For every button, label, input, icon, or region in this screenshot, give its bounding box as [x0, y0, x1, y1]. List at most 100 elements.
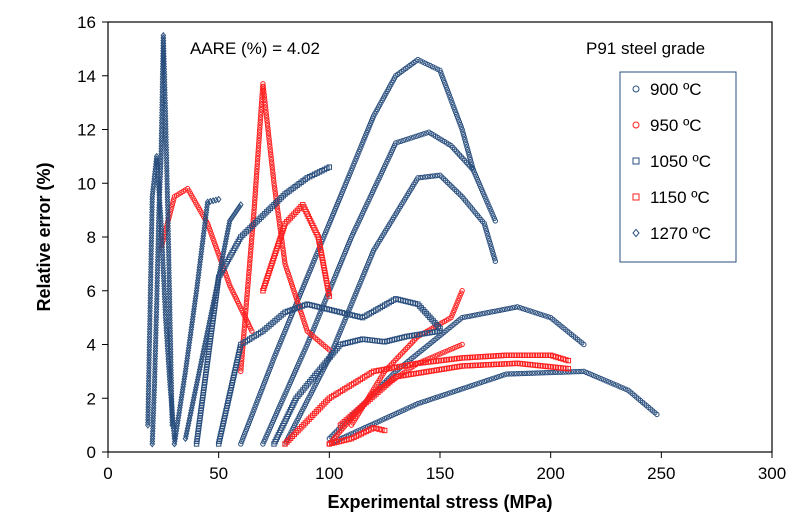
data-point: [206, 225, 213, 232]
data-point: [257, 117, 264, 123]
data-point: [260, 83, 266, 90]
data-point: [213, 196, 219, 204]
data-point: [452, 109, 459, 115]
data-point: [255, 142, 262, 149]
data-point: [269, 360, 275, 366]
data-point: [232, 209, 239, 217]
data-point: [451, 307, 457, 313]
data-point: [300, 315, 306, 322]
data-point: [256, 132, 263, 139]
data-point: [263, 107, 269, 113]
data-point: [459, 386, 465, 392]
data-point: [526, 370, 533, 376]
data-point: [603, 378, 609, 384]
data-point: [379, 427, 385, 433]
data-point: [241, 327, 247, 333]
data-point: [461, 385, 468, 391]
data-point: [539, 370, 546, 376]
data-point: [488, 243, 494, 249]
data-point: [211, 238, 217, 244]
data-point: [545, 314, 551, 320]
data-point: [452, 388, 458, 395]
data-point: [264, 122, 271, 129]
data-point: [259, 384, 266, 391]
data-point: [293, 293, 299, 299]
data-point: [605, 379, 612, 385]
data-point: [255, 397, 261, 403]
data-point: [268, 362, 274, 369]
data-point: [600, 377, 607, 383]
data-point: [258, 112, 264, 118]
data-point: [238, 441, 244, 447]
data-point: [270, 175, 277, 181]
data-point: [254, 155, 261, 162]
data-point: [462, 139, 469, 145]
data-point: [247, 416, 253, 423]
data-point: [439, 350, 446, 356]
data-point: [620, 385, 626, 391]
data-point: [453, 302, 459, 309]
data-point: [262, 99, 268, 105]
x-tick-label: 200: [536, 464, 564, 483]
data-point: [252, 404, 258, 410]
data-point: [508, 371, 515, 377]
data-point: [519, 370, 525, 377]
data-point: [264, 120, 271, 126]
data-point: [251, 406, 257, 413]
data-point: [422, 398, 428, 404]
data-point: [598, 375, 604, 382]
data-point: [243, 426, 250, 432]
data-point: [514, 371, 520, 377]
data-point: [255, 145, 262, 151]
data-point: [265, 125, 271, 131]
data-point: [464, 384, 470, 390]
data-point: [246, 269, 252, 276]
data-point: [524, 307, 531, 313]
data-point: [381, 427, 388, 434]
data-point: [593, 373, 599, 380]
data-point: [550, 369, 556, 376]
data-point: [263, 109, 269, 116]
data-point: [248, 243, 254, 250]
data-point: [247, 254, 253, 260]
data-point: [214, 248, 221, 254]
data-point: [239, 438, 245, 445]
data-point: [257, 392, 263, 398]
data-point: [464, 146, 471, 153]
data-point: [439, 72, 445, 79]
data-point: [303, 325, 310, 332]
y-tick-label: 6: [87, 282, 96, 301]
data-point: [326, 347, 333, 353]
data-point: [437, 67, 443, 74]
data-point: [284, 268, 291, 275]
series-3: [260, 202, 572, 447]
data-point: [261, 91, 267, 97]
data-point: [274, 206, 281, 212]
data-point: [169, 201, 176, 208]
data-point: [471, 382, 478, 388]
data-point: [245, 277, 251, 284]
data-point: [417, 400, 424, 406]
data-point: [263, 112, 270, 118]
data-point: [244, 285, 251, 291]
data-point: [302, 320, 308, 327]
data-point: [440, 77, 447, 83]
data-point: [410, 134, 417, 140]
data-point: [429, 395, 436, 402]
data-point: [280, 250, 287, 257]
data-point: [238, 366, 244, 372]
data-point: [373, 425, 380, 432]
data-point: [488, 376, 495, 382]
data-point: [491, 375, 497, 381]
data-point: [452, 344, 458, 351]
data-point: [326, 164, 333, 170]
data-point: [469, 382, 475, 389]
data-point: [443, 84, 450, 91]
data-point: [437, 393, 443, 399]
data-point: [454, 343, 460, 350]
data-point: [540, 312, 546, 318]
data-point: [445, 89, 451, 96]
data-point: [497, 307, 503, 313]
data-point: [512, 304, 518, 311]
data-point: [455, 116, 462, 123]
